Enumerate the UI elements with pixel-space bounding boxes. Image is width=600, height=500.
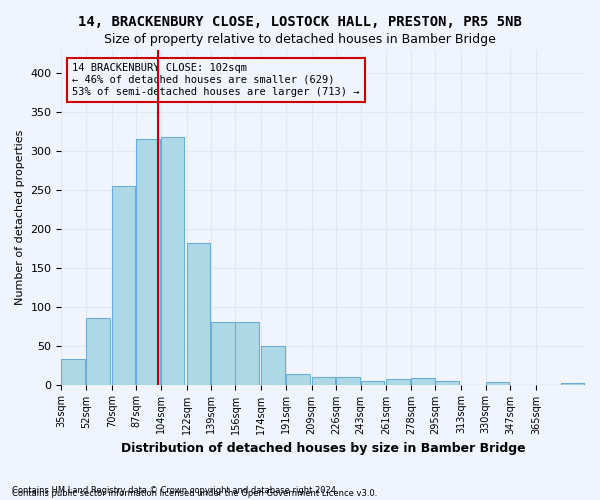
Bar	[235, 322, 259, 384]
Text: 14, BRACKENBURY CLOSE, LOSTOCK HALL, PRESTON, PR5 5NB: 14, BRACKENBURY CLOSE, LOSTOCK HALL, PRE…	[78, 15, 522, 29]
Y-axis label: Number of detached properties: Number of detached properties	[15, 130, 25, 305]
Bar	[436, 382, 459, 384]
Bar	[361, 380, 385, 384]
Text: Contains HM Land Registry data © Crown copyright and database right 2024.: Contains HM Land Registry data © Crown c…	[12, 486, 338, 495]
Bar	[560, 383, 584, 384]
Bar	[211, 322, 235, 384]
Bar	[61, 359, 85, 384]
Bar	[336, 377, 360, 384]
Text: Size of property relative to detached houses in Bamber Bridge: Size of property relative to detached ho…	[104, 32, 496, 46]
Bar	[411, 378, 434, 384]
Bar	[486, 382, 509, 384]
Text: Contains public sector information licensed under the Open Government Licence v3: Contains public sector information licen…	[12, 488, 377, 498]
X-axis label: Distribution of detached houses by size in Bamber Bridge: Distribution of detached houses by size …	[121, 442, 526, 455]
Bar	[187, 243, 210, 384]
Text: 14 BRACKENBURY CLOSE: 102sqm
← 46% of detached houses are smaller (629)
53% of s: 14 BRACKENBURY CLOSE: 102sqm ← 46% of de…	[72, 64, 359, 96]
Bar	[136, 138, 160, 384]
Bar	[112, 186, 136, 384]
Bar	[86, 318, 110, 384]
Bar	[386, 379, 410, 384]
Bar	[311, 377, 335, 384]
Bar	[262, 346, 285, 385]
Bar	[286, 374, 310, 384]
Bar	[161, 137, 184, 384]
